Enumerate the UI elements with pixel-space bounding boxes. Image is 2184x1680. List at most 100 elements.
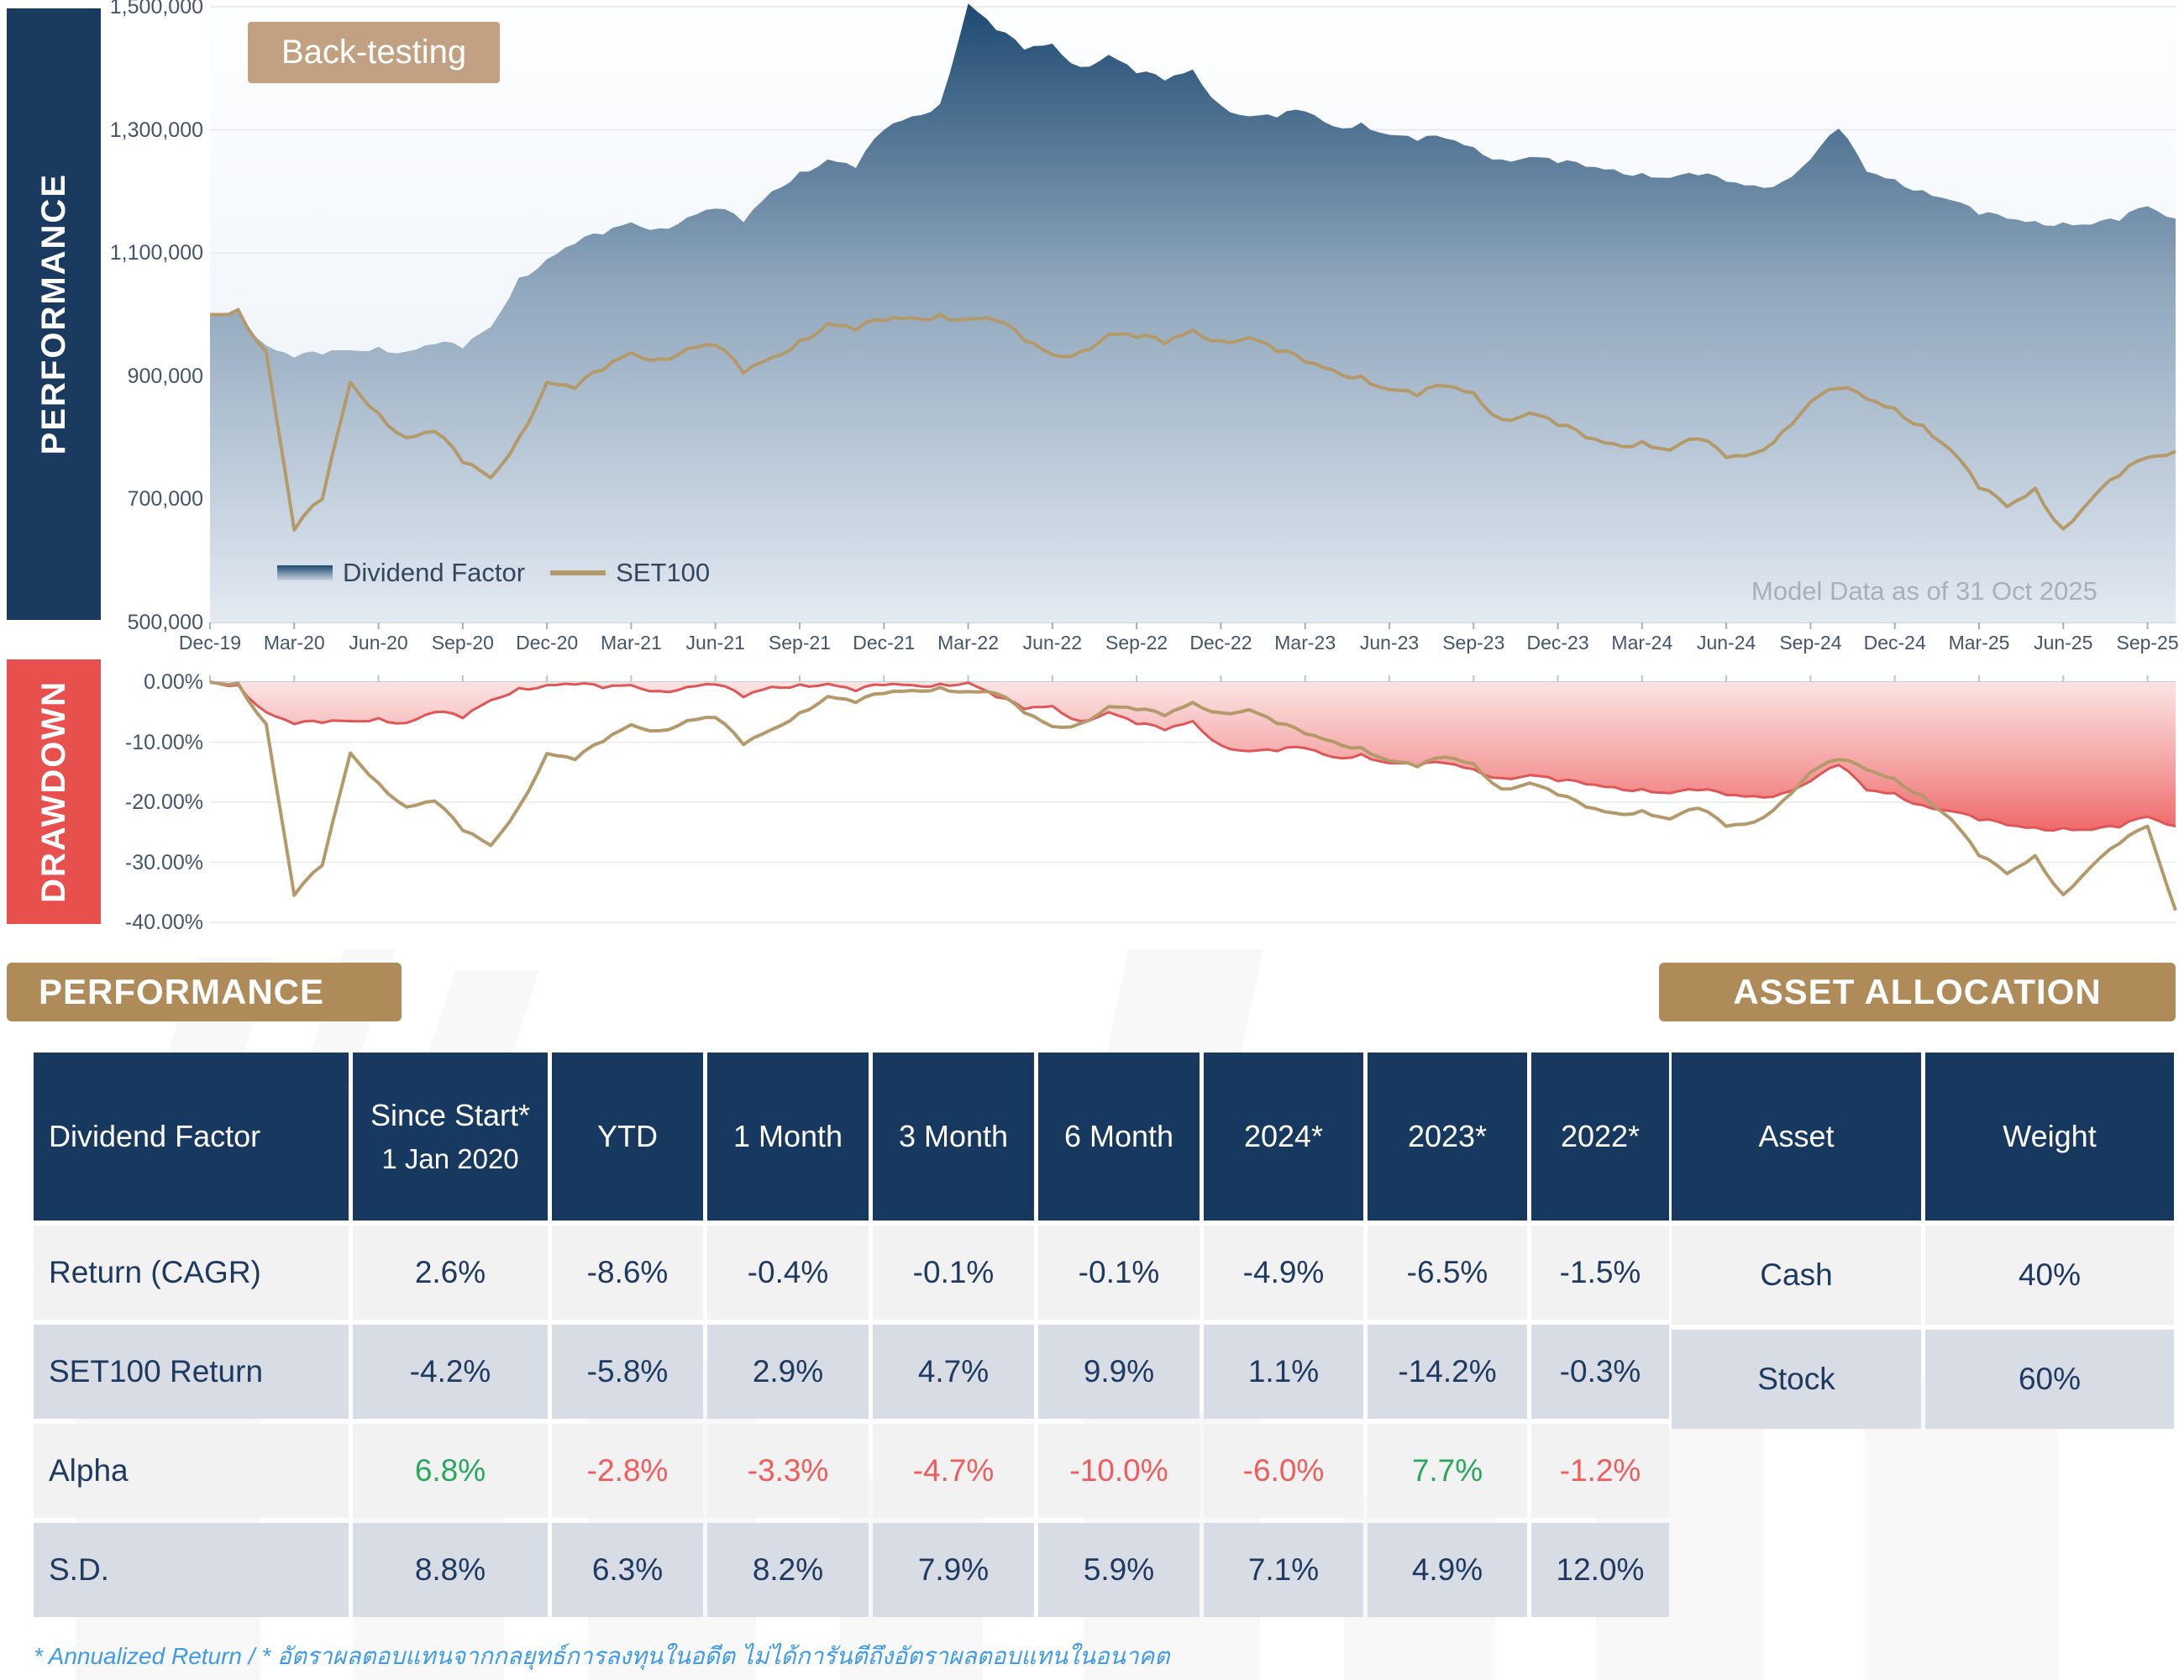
y-axis-label: 1,100,000 [109,241,203,265]
legend-item-dividend-factor: Dividend Factor [277,558,525,588]
table-cell: 9.9% [1038,1325,1200,1419]
x-axis-label: Dec-24 [1863,632,1926,654]
x-axis-label: Mar-25 [1948,632,2010,654]
x-axis-label: Jun-25 [2034,632,2093,654]
x-axis-label: Mar-24 [1611,632,1673,654]
column-header-label: 2024* [1243,1119,1324,1153]
table-cell: 5.9% [1038,1523,1200,1617]
table-cell: -1.2% [1531,1424,1669,1518]
column-header: Asset [1672,1053,1921,1221]
table-cell: 4.9% [1368,1523,1527,1617]
column-header-label: 3 Month [898,1119,1009,1153]
column-header: 1 Month [707,1053,869,1221]
x-axis-label: Jun-20 [349,632,408,654]
column-header: 6 Month [1038,1053,1200,1221]
asset-weight-cell: 40% [1925,1226,2174,1325]
x-axis-label: Jun-21 [685,632,745,654]
table-cell: 12.0% [1531,1523,1669,1617]
row-label: S.D. [34,1523,349,1617]
column-header: Since Start* 1 Jan 2020 [353,1053,548,1221]
x-axis-label: Mar-23 [1274,632,1336,654]
set100-line-swatch-icon [550,570,606,575]
performance-table-title: PERFORMANCE [7,963,402,1021]
x-axis-label: Jun-24 [1696,632,1756,654]
model-data-note: Model Data as of 31 Oct 2025 [1751,576,2097,606]
y-axis-label: 500,000 [127,611,203,634]
chart-legend: Dividend Factor SET100 [277,558,710,588]
y-axis-label: 1,300,000 [109,118,203,142]
column-header-label: 6 Month [1063,1119,1174,1153]
column-header: 3 Month [873,1053,1034,1221]
column-header-label: Dividend Factor [49,1119,261,1153]
table-cell: -2.8% [552,1424,703,1518]
table-cell: -0.3% [1531,1325,1669,1419]
column-header: 2023* [1368,1053,1527,1221]
dividend-factor-swatch-icon [277,565,333,580]
y-axis-label: 900,000 [127,364,203,388]
row-label: SET100 Return [34,1325,349,1419]
x-axis-label: Sep-25 [2116,632,2179,654]
y-axis-label: 700,000 [127,487,203,512]
column-header-label: 2023* [1407,1119,1488,1153]
asset-name-cell: Cash [1672,1226,1921,1325]
drawdown-chart [209,675,2177,923]
y-axis-label: -10.00% [124,730,203,754]
table-cell: -1.5% [1531,1226,1669,1320]
asset-name-cell: Stock [1672,1330,1921,1429]
table-cell: 2.9% [707,1325,869,1419]
column-header: 2022* [1531,1053,1669,1221]
table-cell: -4.9% [1204,1226,1363,1320]
column-header-label: YTD [597,1119,658,1153]
asset-allocation-title: ASSET ALLOCATION [1659,963,2176,1021]
row-label: Return (CAGR) [34,1226,349,1320]
x-axis-label: Sep-24 [1779,632,1842,654]
x-axis-label: Dec-22 [1189,632,1252,654]
table-cell: 7.1% [1204,1523,1363,1617]
table-cell: 8.2% [707,1523,869,1617]
x-axis-label: Sep-21 [768,632,832,654]
x-axis-label: Sep-20 [431,632,494,654]
table-cell: 6.8% [353,1424,548,1518]
x-axis-label: Dec-20 [516,632,579,654]
table-cell: 7.7% [1368,1424,1527,1518]
table-cell: -4.7% [873,1424,1034,1518]
table-cell: 2.6% [353,1226,548,1320]
table-cell: -14.2% [1368,1325,1527,1419]
x-axis-label: Mar-21 [600,632,662,654]
x-axis-label: Jun-23 [1359,632,1420,654]
x-axis-label: Sep-23 [1442,632,1505,654]
table-cell: -6.5% [1368,1226,1527,1320]
x-axis-label: Mar-22 [937,632,999,654]
row-label: Alpha [34,1424,349,1518]
column-header: Weight [1925,1053,2174,1221]
legend-label: Dividend Factor [343,558,526,587]
table-cell: 8.8% [353,1523,548,1617]
table-cell: -5.8% [552,1325,703,1419]
column-header-label: Since Start* [370,1098,531,1133]
table-cell: -0.4% [707,1226,869,1320]
table-cell: -3.3% [707,1424,869,1518]
column-header-label: Weight [2003,1119,2097,1153]
column-header-subtext: 1 Jan 2020 [381,1143,519,1175]
column-header-label: 1 Month [732,1119,843,1153]
performance-sidebar: PERFORMANCE [7,8,101,620]
column-header: Dividend Factor [34,1053,349,1221]
performance-x-axis: Dec-19 Mar-20 Jun-20 Sep-20 Dec-20 Mar-21 Jun-… [0,632,2184,662]
column-header-label: Asset [1758,1119,1835,1153]
column-header: YTD [552,1053,703,1221]
performance-table: Dividend Factor Since Start* 1 Jan 2020 YTD… [34,1053,1669,1617]
legend-label: SET100 [616,558,711,587]
column-header: 2024* [1204,1053,1363,1221]
table-cell: -8.6% [552,1226,703,1320]
table-cell: 1.1% [1204,1325,1363,1419]
asset-allocation-table: Asset Weight Cash 40% Stock 60% [1672,1053,2174,1429]
x-axis-label: Dec-23 [1526,632,1589,654]
table-cell: -0.1% [1038,1226,1200,1320]
x-axis-label: Dec-19 [178,632,242,654]
table-cell: 6.3% [552,1523,703,1617]
x-axis-label: Sep-22 [1105,632,1168,654]
x-axis-label: Jun-22 [1022,632,1083,654]
table-cell: -4.2% [353,1325,548,1419]
table-cell: -10.0% [1038,1424,1200,1518]
x-axis-label: Mar-20 [263,632,325,654]
